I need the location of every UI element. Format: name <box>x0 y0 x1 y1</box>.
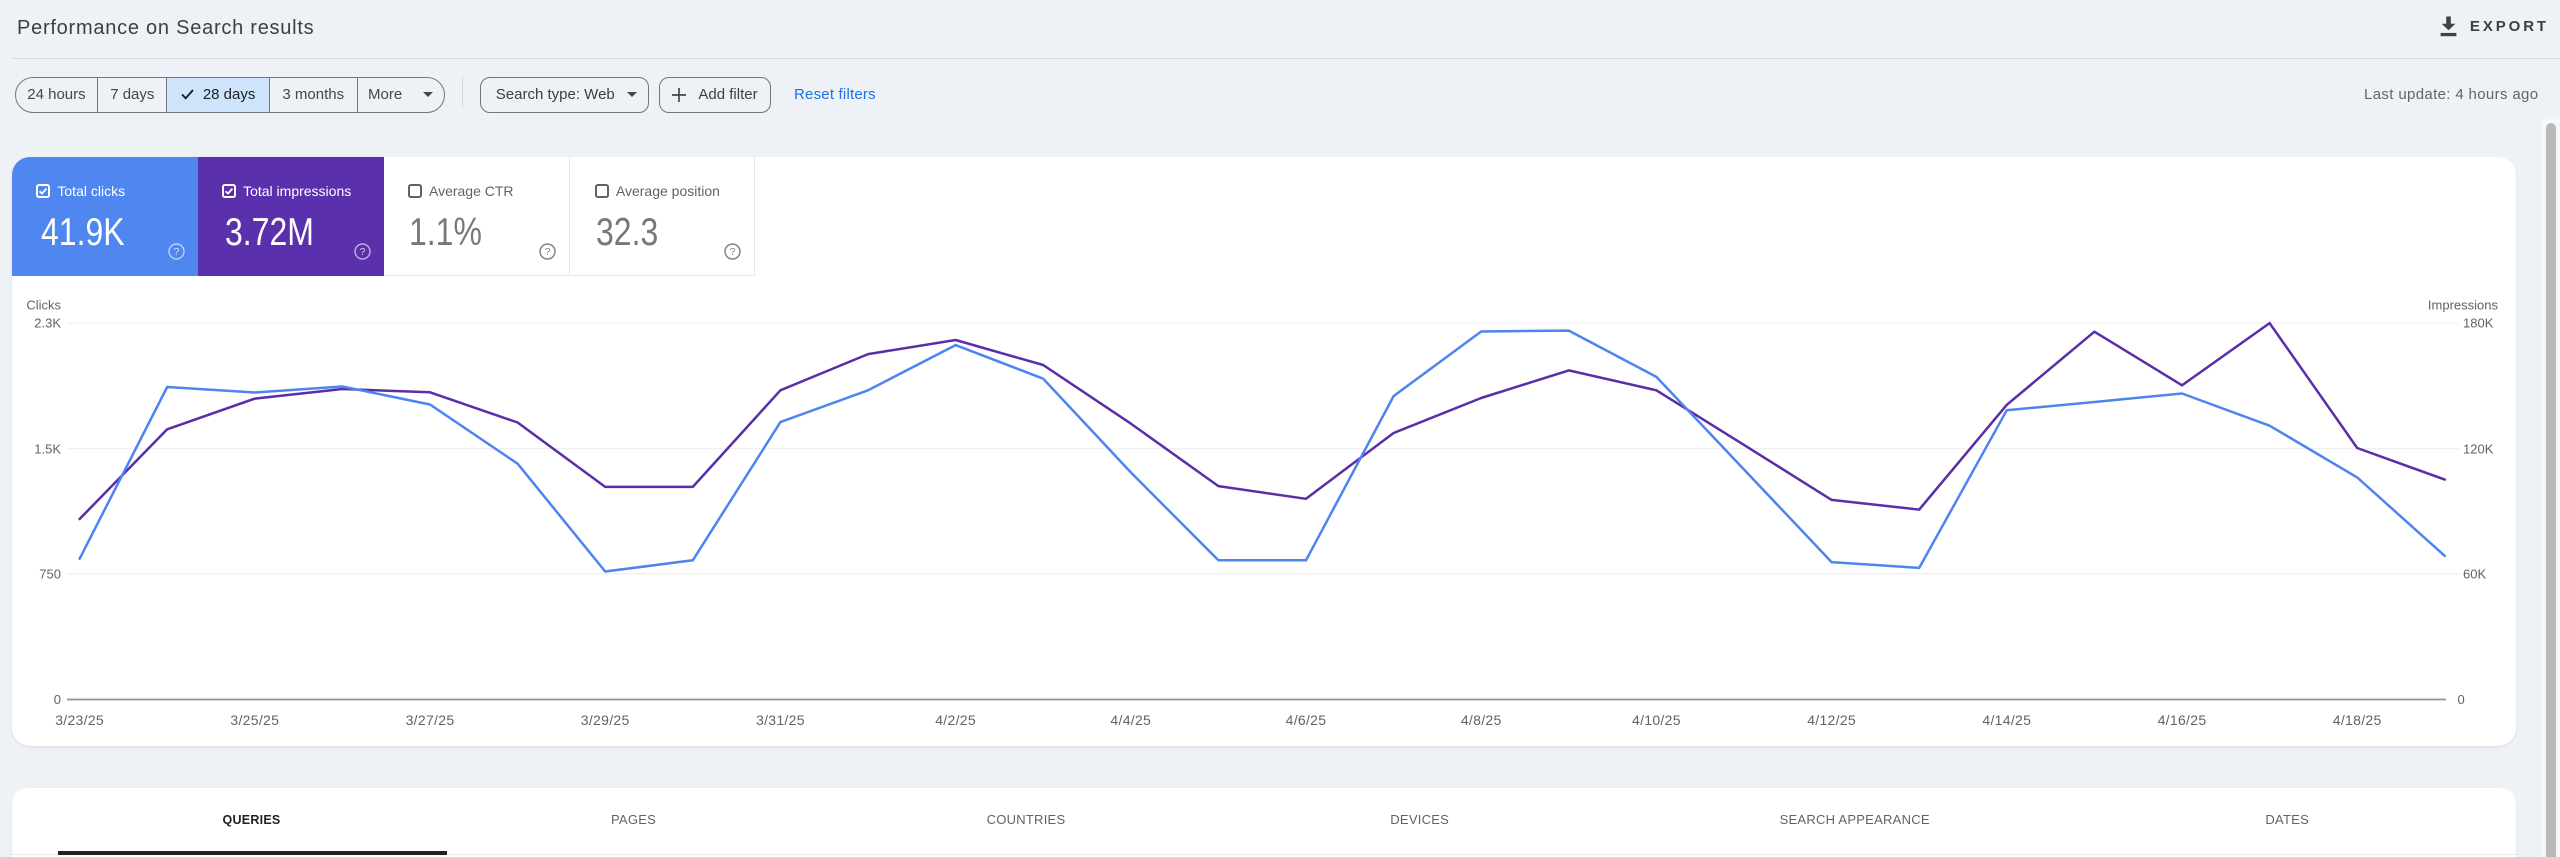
svg-text:4/6/25: 4/6/25 <box>1286 712 1327 728</box>
svg-text:0: 0 <box>54 692 61 707</box>
svg-text:4/14/25: 4/14/25 <box>1982 712 2031 728</box>
svg-text:0: 0 <box>2458 692 2465 707</box>
svg-text:?: ? <box>173 246 179 258</box>
svg-text:4/16/25: 4/16/25 <box>2158 712 2207 728</box>
svg-text:2.3K: 2.3K <box>34 316 61 331</box>
svg-text:Clicks: Clicks <box>26 298 61 313</box>
svg-text:Impressions: Impressions <box>2428 298 2499 313</box>
svg-text:4/8/25: 4/8/25 <box>1461 712 1502 728</box>
svg-text:?: ? <box>730 246 736 258</box>
svg-text:4/10/25: 4/10/25 <box>1632 712 1681 728</box>
svg-text:3/25/25: 3/25/25 <box>230 712 279 728</box>
svg-text:1.5K: 1.5K <box>34 441 61 456</box>
svg-text:4/2/25: 4/2/25 <box>935 712 976 728</box>
svg-text:3/23/25: 3/23/25 <box>55 712 104 728</box>
svg-text:120K: 120K <box>2463 441 2494 456</box>
svg-text:750: 750 <box>39 566 61 581</box>
svg-text:4/12/25: 4/12/25 <box>1807 712 1856 728</box>
svg-text:?: ? <box>545 246 551 258</box>
svg-text:3/31/25: 3/31/25 <box>756 712 805 728</box>
svg-text:60K: 60K <box>2463 566 2486 581</box>
svg-text:3/27/25: 3/27/25 <box>406 712 455 728</box>
svg-text:180K: 180K <box>2463 316 2494 331</box>
svg-text:4/18/25: 4/18/25 <box>2333 712 2382 728</box>
svg-text:?: ? <box>359 246 365 258</box>
svg-text:4/4/25: 4/4/25 <box>1110 712 1151 728</box>
svg-text:3/29/25: 3/29/25 <box>581 712 630 728</box>
